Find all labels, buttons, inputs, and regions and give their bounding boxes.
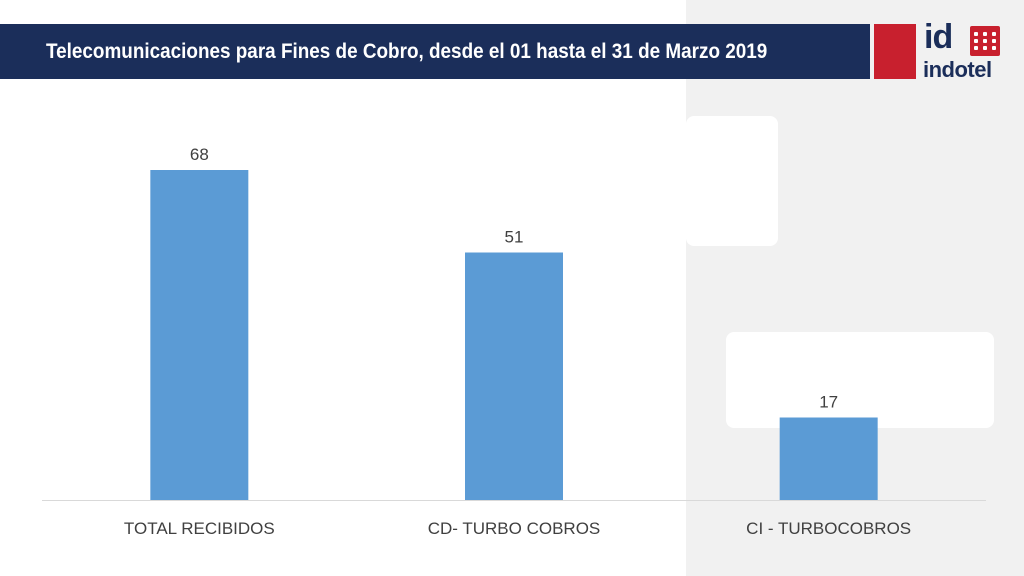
data-label-2: 51: [505, 228, 524, 247]
page-title: Telecomunicaciones para Fines de Cobro, …: [46, 39, 768, 63]
category-label-3: CI - TURBOCOBROS: [746, 519, 911, 538]
logo-grid-icon: [970, 26, 1000, 56]
bar-1: [150, 170, 249, 500]
logo-red-square: [874, 24, 916, 79]
background-cutout-upper: [686, 116, 778, 246]
title-bar: Telecomunicaciones para Fines de Cobro, …: [0, 24, 870, 79]
logo-name: indotel: [923, 57, 992, 82]
data-label-1: 68: [190, 145, 209, 164]
indotel-logo: id indotel: [874, 18, 1024, 82]
bar-3: [779, 417, 878, 500]
logo-mark: id: [924, 18, 953, 56]
category-label-2: CD- TURBO COBROS: [428, 519, 601, 538]
bar-2: [465, 252, 563, 500]
category-label-1: TOTAL RECIBIDOS: [124, 519, 275, 538]
background-cutout-lower: [726, 332, 994, 428]
data-label-3: 17: [819, 393, 838, 412]
